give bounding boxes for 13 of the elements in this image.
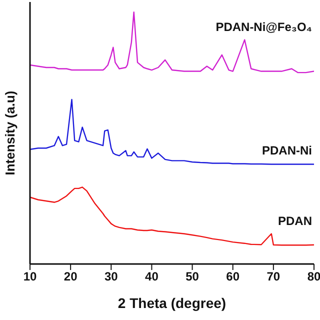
- series-label: PDAN-Ni@Fe₃O₄: [216, 20, 312, 34]
- x-tick-label: 60: [226, 270, 240, 284]
- y-axis-title: Intensity (a.u): [2, 90, 18, 176]
- series-label: PDAN: [278, 214, 312, 228]
- x-axis-title: 2 Theta (degree): [118, 295, 226, 311]
- x-tick-label: 40: [145, 270, 159, 284]
- x-tick-label: 30: [104, 270, 118, 284]
- x-tick-label: 20: [64, 270, 78, 284]
- x-tick-label: 80: [307, 270, 320, 284]
- x-tick-label: 70: [266, 270, 280, 284]
- series-label: PDAN-Ni: [262, 144, 312, 158]
- x-tick-label: 50: [186, 270, 200, 284]
- x-tick-label: 10: [23, 270, 37, 284]
